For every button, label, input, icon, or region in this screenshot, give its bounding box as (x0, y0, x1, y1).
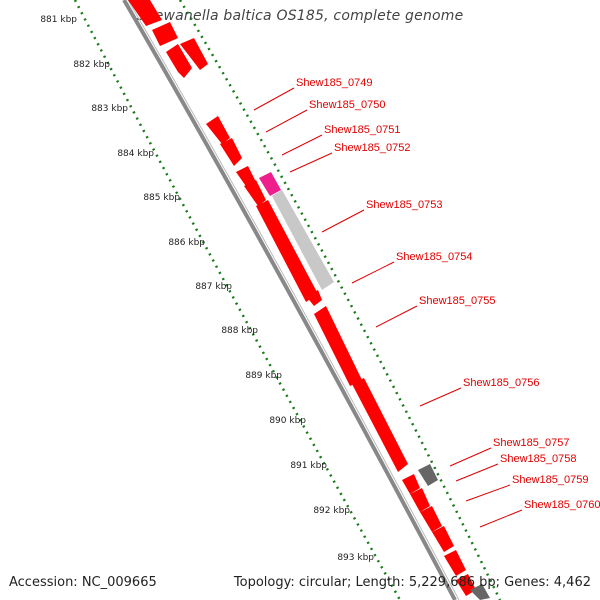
tick-label: 886 kbp (168, 238, 205, 248)
tick-label: 885 kbp (143, 193, 180, 203)
gene-label[interactable]: Shew185_0760 (524, 499, 600, 511)
gene-label-leader (449, 447, 492, 467)
pseudogene-feature[interactable] (272, 190, 334, 290)
gene-label-leader (281, 134, 323, 156)
gene-label-leader (479, 509, 523, 528)
other-feature[interactable] (418, 464, 438, 486)
gene-feature[interactable] (166, 44, 192, 78)
tick-label: 890 kbp (269, 416, 306, 426)
gene-label-leader (465, 484, 511, 502)
gene-feature[interactable] (244, 180, 266, 206)
tick-label: 881 kbp (40, 15, 77, 25)
genome-summary: Topology: circular; Length: 5,229,686 bp… (233, 575, 591, 590)
gene-feature[interactable] (352, 378, 408, 472)
tick-label: 887 kbp (195, 282, 232, 292)
tick-label: 891 kbp (290, 461, 327, 471)
gene-label[interactable]: Shew185_0755 (419, 295, 495, 307)
gene-feature[interactable] (206, 116, 230, 144)
backbone-track (122, 0, 457, 600)
gene-label-leader (375, 305, 418, 328)
gene-label[interactable]: Shew185_0754 (396, 251, 472, 263)
gene-feature[interactable] (220, 138, 242, 166)
gene-feature[interactable] (306, 290, 322, 306)
gene-feature[interactable] (128, 0, 162, 26)
gene-feature[interactable] (256, 200, 318, 302)
gene-feature[interactable] (410, 488, 430, 512)
gene-label-leader (455, 463, 499, 482)
map-title: Shewanella baltica OS185, complete genom… (136, 8, 464, 24)
tick-marks: 881 kbp 882 kbp 883 kbp 884 kbp 885 kbp 886 k… (40, 15, 374, 563)
gene-feature[interactable] (432, 526, 454, 552)
gene-feature[interactable] (152, 22, 178, 46)
gene-feature[interactable] (180, 38, 208, 70)
tick-label: 882 kbp (73, 60, 110, 70)
gene-label[interactable]: Shew185_0750 (309, 99, 385, 111)
gene-label-leader (265, 109, 308, 133)
outer-dotted-axis (178, 0, 502, 600)
tick-label: 884 kbp (117, 149, 154, 159)
gene-label-leader (351, 261, 395, 284)
backbone-shadow (127, 0, 460, 600)
tick-label: 892 kbp (313, 506, 350, 516)
rna-feature[interactable] (259, 172, 281, 196)
gene-label[interactable]: Shew185_0752 (334, 142, 410, 154)
accession-text: Accession: NC_009665 (9, 575, 157, 590)
gene-feature[interactable] (402, 474, 420, 494)
gene-label[interactable]: Shew185_0749 (296, 77, 372, 89)
other-feature[interactable] (470, 584, 490, 600)
gene-label-leader (321, 209, 365, 233)
gene-label-leader (289, 152, 333, 173)
gene-feature[interactable] (420, 506, 442, 532)
tick-label: 883 kbp (91, 104, 128, 114)
gene-label[interactable]: Shew185_0757 (493, 437, 569, 449)
gene-label-leader (253, 87, 295, 111)
gene-feature[interactable] (444, 550, 466, 576)
gene-label[interactable]: Shew185_0756 (463, 377, 539, 389)
tick-label: 888 kbp (221, 326, 258, 336)
gene-label-leader (419, 387, 462, 407)
tick-label: 893 kbp (337, 553, 374, 563)
tick-label: 889 kbp (245, 371, 282, 381)
inner-dotted-axis (73, 0, 402, 600)
gene-feature[interactable] (314, 306, 362, 386)
gene-label[interactable]: Shew185_0753 (366, 199, 442, 211)
gene-label[interactable]: Shew185_0751 (324, 124, 400, 136)
gene-label[interactable]: Shew185_0758 (500, 453, 576, 465)
gene-label[interactable]: Shew185_0759 (512, 474, 588, 486)
